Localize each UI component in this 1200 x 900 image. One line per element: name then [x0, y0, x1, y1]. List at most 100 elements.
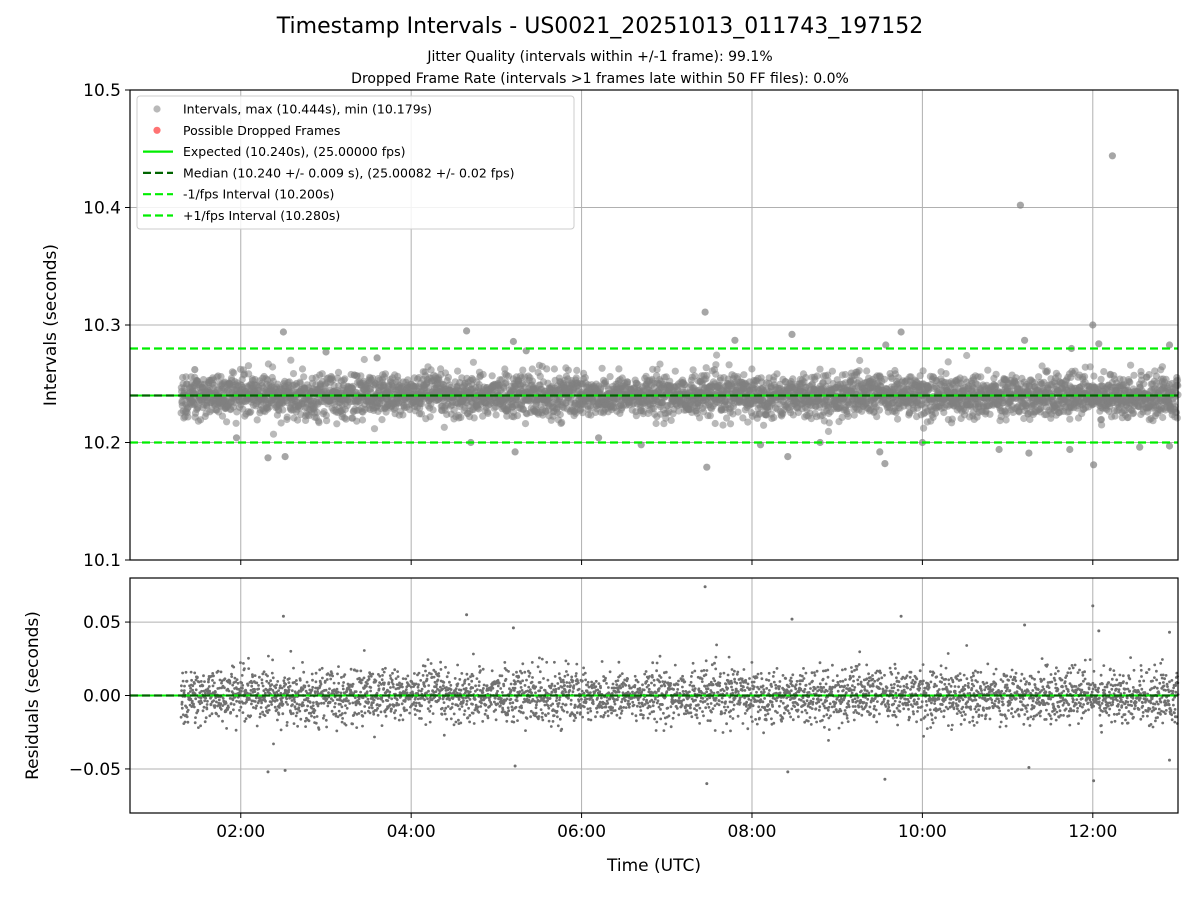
residual-point — [275, 698, 279, 702]
residual-point — [184, 670, 188, 674]
interval-point — [253, 416, 261, 424]
interval-point — [378, 416, 386, 424]
residual-point — [302, 704, 305, 707]
interval-outlier-point — [232, 434, 241, 442]
residual-point — [183, 684, 186, 688]
residual-point — [367, 677, 371, 681]
residual-point — [279, 728, 283, 732]
residual-point — [297, 706, 301, 710]
residual-point — [196, 675, 199, 679]
residual-point — [320, 666, 324, 670]
residual-point — [242, 662, 245, 665]
residual-point — [298, 709, 302, 713]
residual-point — [369, 674, 373, 678]
residual-point — [360, 710, 363, 713]
residual-point — [287, 681, 291, 684]
residual-point — [340, 720, 344, 724]
interval-point — [1100, 368, 1108, 376]
interval-point — [773, 370, 781, 378]
residual-point — [304, 725, 307, 728]
residual-point — [238, 708, 241, 712]
interval-point — [606, 373, 614, 381]
residual-point — [325, 697, 329, 701]
residual-point — [339, 702, 342, 706]
residual-point — [230, 675, 234, 678]
residual-point — [181, 671, 185, 675]
residual-point — [204, 691, 207, 695]
residual-point — [278, 706, 281, 709]
interval-point — [279, 406, 287, 414]
residual-point — [308, 701, 312, 704]
residual-point — [243, 667, 246, 670]
interval-outlier-point — [876, 448, 884, 456]
interval-point — [492, 411, 500, 419]
interval-outlier-point — [784, 453, 792, 461]
residual-point — [269, 679, 272, 683]
residual-point — [203, 680, 206, 683]
y-axis: 10.110.210.310.410.5 — [83, 81, 130, 571]
interval-outlier-point — [509, 337, 517, 346]
residual-point — [196, 708, 200, 712]
y-tick-label: 10.1 — [83, 551, 121, 571]
residual-point — [295, 702, 299, 706]
interval-point — [873, 413, 881, 421]
interval-point — [1098, 421, 1106, 429]
residual-point — [241, 686, 244, 690]
residual-point — [349, 667, 353, 671]
residual-point — [351, 701, 355, 705]
residual-point — [194, 697, 198, 701]
interval-outlier-point — [281, 453, 289, 461]
residual-point — [194, 688, 198, 692]
interval-point — [315, 419, 323, 427]
residual-point — [266, 711, 270, 714]
residual-point — [211, 679, 214, 682]
residual-point — [337, 709, 341, 713]
residual-point — [310, 672, 314, 676]
residual-point — [272, 742, 275, 746]
residual-point — [307, 719, 311, 723]
residual-point — [235, 714, 239, 718]
residual-point — [292, 697, 296, 701]
residual-point — [365, 684, 368, 688]
residual-point — [193, 682, 196, 685]
residual-point — [235, 678, 239, 681]
interval-point — [382, 408, 390, 416]
residual-point — [266, 674, 269, 678]
residual-point — [366, 682, 369, 686]
residual-point — [292, 666, 295, 670]
residual-point — [240, 674, 244, 677]
residual-point — [320, 701, 323, 705]
residual-point — [221, 719, 224, 723]
residual-point — [255, 724, 259, 728]
interval-point — [470, 414, 478, 422]
residual-point — [212, 674, 215, 678]
residual-point — [257, 684, 260, 687]
residual-point — [332, 681, 336, 685]
interval-point — [740, 371, 748, 379]
interval-point — [894, 415, 902, 423]
residual-point — [187, 692, 190, 695]
residual-point — [357, 712, 361, 715]
residual-point — [258, 675, 261, 679]
interval-point — [1158, 363, 1166, 371]
interval-point — [671, 367, 679, 375]
residual-point — [281, 702, 285, 706]
residual-point — [369, 686, 373, 689]
interval-point — [298, 365, 307, 373]
residual-point — [363, 705, 367, 708]
residual-point — [189, 670, 193, 674]
residual-point — [201, 709, 205, 713]
residual-point — [199, 724, 203, 728]
interval-point — [1129, 409, 1138, 417]
interval-point — [919, 367, 927, 375]
interval-point — [880, 375, 889, 383]
residual-point — [345, 697, 348, 700]
residual-point — [253, 700, 257, 703]
residual-point — [288, 684, 292, 688]
residual-point — [213, 681, 216, 685]
residual-point — [295, 679, 298, 682]
residual-point — [239, 705, 243, 709]
residual-point — [202, 705, 206, 709]
interval-point — [992, 370, 1000, 378]
interval-point — [984, 366, 992, 374]
